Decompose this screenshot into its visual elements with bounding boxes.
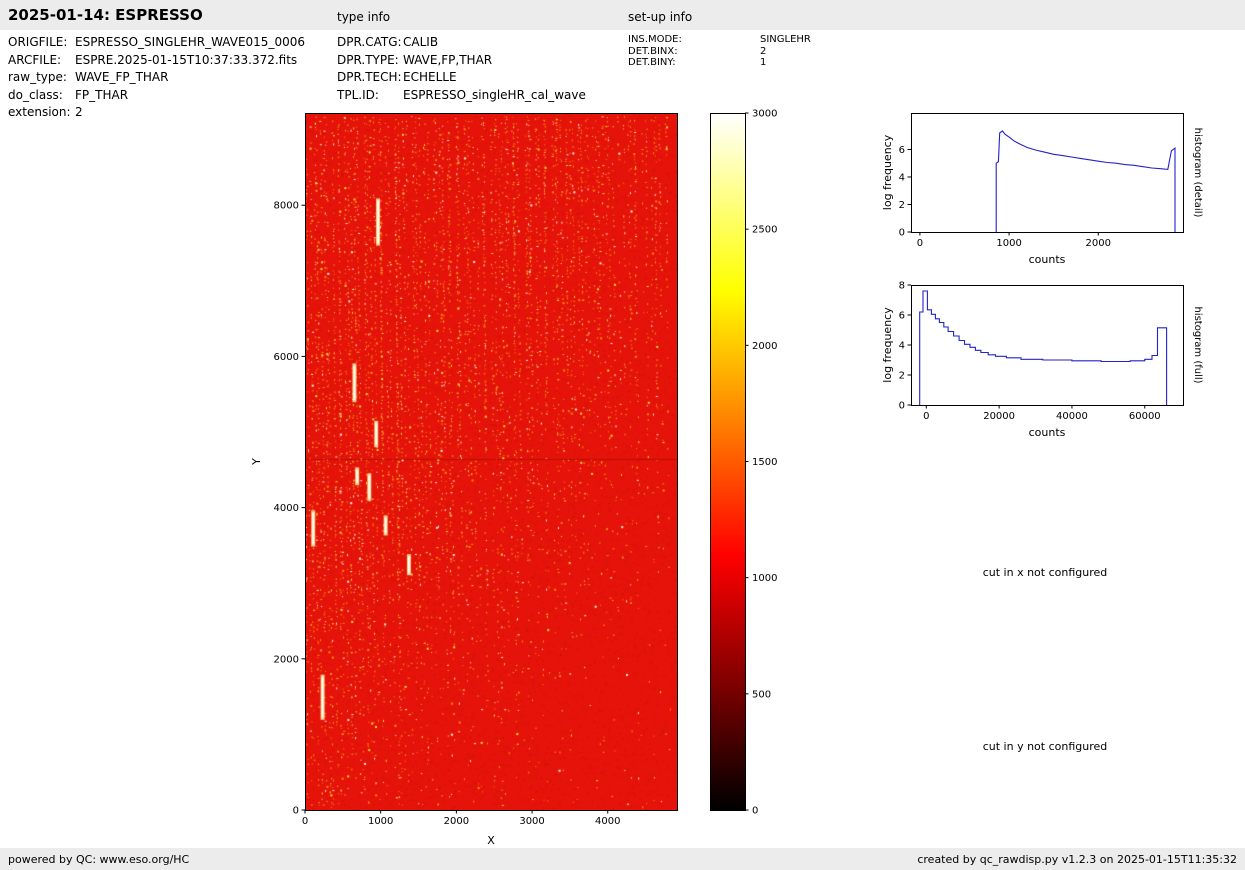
svg-text:6: 6 <box>899 145 905 156</box>
svg-text:1000: 1000 <box>996 238 1021 249</box>
info-row-tplid: TPL.ID: ESPRESSO_singleHR_cal_wave <box>337 87 586 105</box>
svg-text:1000: 1000 <box>368 816 393 827</box>
svg-text:4: 4 <box>899 341 905 352</box>
svg-text:8: 8 <box>899 281 905 292</box>
info-value: ESPRE.2025-01-15T10:37:33.372.fits <box>75 52 298 67</box>
footer-left-text: powered by QC: www.eso.org/HC <box>8 852 190 866</box>
info-row-insmode: INS.MODE: SINGLEHR <box>628 34 811 46</box>
svg-text:log frequency: log frequency <box>881 307 894 383</box>
svg-text:2: 2 <box>899 371 905 382</box>
info-row-dprtype: DPR.TYPE: WAVE,FP,THAR <box>337 52 586 70</box>
svg-text:2500: 2500 <box>752 225 777 236</box>
info-value: 2 <box>75 105 83 119</box>
header-bar: 2025-01-14: ESPRESSO type info set-up in… <box>0 0 1245 30</box>
svg-text:1500: 1500 <box>752 457 777 468</box>
info-row-doclass: do_class: FP_THAR <box>8 87 305 105</box>
setup-info-heading: set-up info <box>628 10 693 24</box>
info-label: DPR.TYPE: <box>337 52 399 67</box>
info-row-extension: extension: 2 <box>8 104 305 122</box>
info-row-origfile: ORIGFILE: ESPRESSO_SINGLEHR_WAVE015_0006 <box>8 34 305 52</box>
svg-text:500: 500 <box>752 689 771 700</box>
svg-text:60000: 60000 <box>1129 411 1161 422</box>
svg-text:8000: 8000 <box>274 201 299 212</box>
info-label: DET.BINY: <box>628 57 676 68</box>
info-label: DET.BINX: <box>628 45 678 57</box>
svg-text:6: 6 <box>899 311 905 322</box>
svg-text:2000: 2000 <box>274 654 299 665</box>
info-value: ESPRESSO_singleHR_cal_wave <box>403 87 586 102</box>
footer-right-text: created by qc_rawdisp.py v1.2.3 on 2025-… <box>917 852 1237 866</box>
svg-text:Y: Y <box>250 458 263 466</box>
histogram-full-figure: 0 20000 40000 60000 0 2 4 6 8 counts log frequency… <box>880 272 1220 452</box>
info-row-rawtype: raw_type: WAVE_FP_THAR <box>8 69 305 87</box>
svg-text:0: 0 <box>302 816 308 827</box>
info-row-arcfile: ARCFILE: ESPRE.2025-01-15T10:37:33.372.fi… <box>8 52 305 70</box>
raw-frame-figure: 0 1000 2000 3000 4000 0 2000 4000 6000 8000 X Y <box>240 100 710 848</box>
svg-text:4: 4 <box>899 172 905 183</box>
info-label: ARCFILE: <box>8 52 62 67</box>
info-value: ESPRESSO_SINGLEHR_WAVE015_0006 <box>75 35 305 49</box>
info-value: 2 <box>760 45 767 57</box>
info-label: DPR.TECH: <box>337 70 402 84</box>
svg-text:0: 0 <box>923 411 929 422</box>
info-row-detbinx: DET.BINX: 2 <box>628 46 811 58</box>
svg-text:40000: 40000 <box>1056 411 1088 422</box>
svg-text:4000: 4000 <box>274 503 299 514</box>
svg-text:2000: 2000 <box>1086 238 1111 249</box>
svg-text:2: 2 <box>899 200 905 211</box>
file-info-block: ORIGFILE: ESPRESSO_SINGLEHR_WAVE015_0006 … <box>8 34 305 122</box>
histogram-detail-figure: 0 1000 2000 0 2 4 6 counts log frequency histogra… <box>880 100 1220 280</box>
cut-x-message: cut in x not configured <box>982 566 1108 579</box>
colorbar: 0 500 1000 1500 2000 2500 3000 <box>710 109 777 817</box>
svg-text:log frequency: log frequency <box>881 134 894 210</box>
info-row-dprcatg: DPR.CATG: CALIB <box>337 34 586 52</box>
setup-info-block: INS.MODE: SINGLEHR DET.BINX: 2 DET.BINY: 1 <box>628 34 811 69</box>
info-value: WAVE_FP_THAR <box>75 70 169 84</box>
svg-text:histogram (detail): histogram (detail) <box>1192 128 1203 218</box>
svg-text:0: 0 <box>899 228 905 239</box>
info-value: FP_THAR <box>75 87 129 102</box>
svg-text:0: 0 <box>899 401 905 412</box>
info-row-detbiny: DET.BINY: 1 <box>628 57 811 69</box>
svg-text:histogram (full): histogram (full) <box>1192 306 1203 383</box>
svg-text:6000: 6000 <box>274 352 299 363</box>
raw-frame-image <box>305 113 677 810</box>
type-info-block: DPR.CATG: CALIB DPR.TYPE: WAVE,FP,THAR DPR… <box>337 34 586 104</box>
info-label: INS.MODE: <box>628 34 682 45</box>
histogram-full-chart: 0 20000 40000 60000 0 2 4 6 8 counts log frequency… <box>881 281 1203 440</box>
svg-text:2000: 2000 <box>444 816 469 827</box>
svg-text:20000: 20000 <box>983 411 1015 422</box>
cut-y-message: cut in y not configured <box>982 740 1108 753</box>
svg-text:0: 0 <box>917 238 923 249</box>
svg-text:counts: counts <box>1029 253 1066 266</box>
info-value: ECHELLE <box>403 70 457 84</box>
svg-text:3000: 3000 <box>752 109 777 120</box>
info-label: do_class: <box>8 87 63 102</box>
footer-bar: powered by QC: www.eso.org/HC created by… <box>0 848 1245 870</box>
raw-frame-axes: 0 1000 2000 3000 4000 0 2000 4000 6000 8000 X Y <box>250 113 678 847</box>
info-value: 1 <box>760 57 767 68</box>
svg-text:counts: counts <box>1029 426 1066 439</box>
info-label: DPR.CATG: <box>337 35 402 49</box>
info-value: SINGLEHR <box>760 34 811 45</box>
info-value: WAVE,FP,THAR <box>403 52 493 67</box>
histogram-detail-chart: 0 1000 2000 0 2 4 6 counts log frequency histogra… <box>881 113 1203 266</box>
svg-text:0: 0 <box>752 806 758 817</box>
type-info-heading: type info <box>337 10 391 24</box>
svg-text:2000: 2000 <box>752 341 777 352</box>
info-label: extension: <box>8 105 71 119</box>
page-title: 2025-01-14: ESPRESSO <box>8 6 203 24</box>
info-label: ORIGFILE: <box>8 35 68 49</box>
colorbar-figure: 0 500 1000 1500 2000 2500 3000 <box>700 100 810 848</box>
info-label: TPL.ID: <box>337 87 379 102</box>
svg-text:1000: 1000 <box>752 573 777 584</box>
svg-text:3000: 3000 <box>519 816 544 827</box>
svg-text:X: X <box>487 834 495 847</box>
info-value: CALIB <box>403 35 439 49</box>
info-row-dprtech: DPR.TECH: ECHELLE <box>337 69 586 87</box>
svg-text:4000: 4000 <box>595 816 620 827</box>
svg-text:0: 0 <box>293 806 299 817</box>
info-label: raw_type: <box>8 70 67 84</box>
